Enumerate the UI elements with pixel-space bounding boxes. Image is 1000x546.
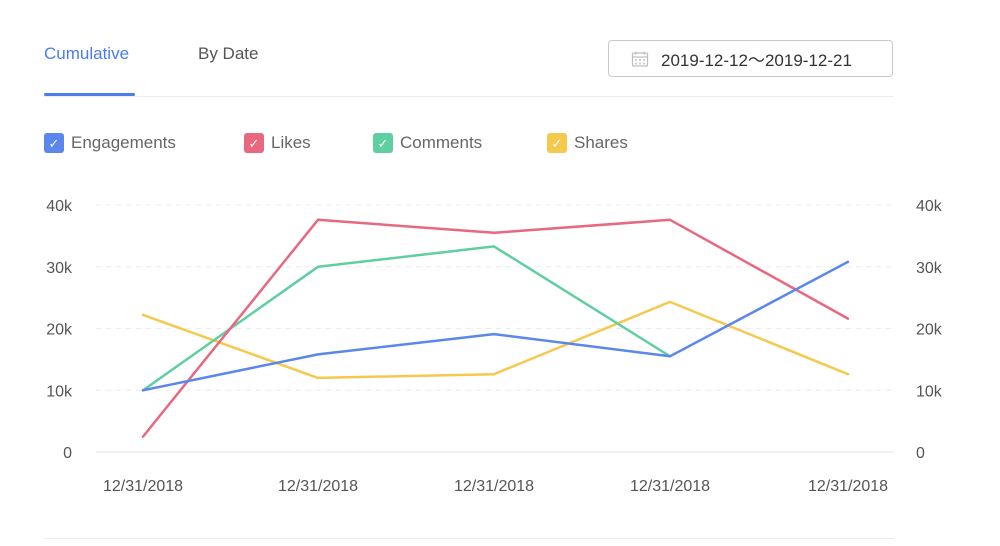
series-line-engagements xyxy=(141,260,850,392)
bottom-divider xyxy=(44,538,894,539)
active-tab-indicator xyxy=(44,93,135,96)
legend-item-engagements[interactable]: ✓ Engagements xyxy=(44,133,244,153)
legend-label: Shares xyxy=(574,133,628,152)
y-tick-label-right: 10k xyxy=(916,383,943,400)
y-tick-label-right: 20k xyxy=(916,322,943,339)
series-line-shares xyxy=(141,300,850,380)
y-tick-label-left: 40k xyxy=(46,198,73,215)
checkbox-checked-icon[interactable]: ✓ xyxy=(44,133,64,153)
y-tick-label-right: 30k xyxy=(916,260,943,277)
legend-label: Likes xyxy=(271,133,311,152)
checkbox-checked-icon[interactable]: ✓ xyxy=(244,133,264,153)
calendar-icon xyxy=(631,51,649,67)
checkbox-checked-icon[interactable]: ✓ xyxy=(547,133,567,153)
y-tick-label-left: 10k xyxy=(46,383,73,400)
tabs-divider xyxy=(44,96,894,97)
y-tick-label-right: 40k xyxy=(916,198,943,215)
x-tick-label: 12/31/2018 xyxy=(103,478,183,495)
tab-cumulative[interactable]: Cumulative xyxy=(44,44,130,63)
checkbox-checked-icon[interactable]: ✓ xyxy=(373,133,393,153)
date-range-picker[interactable]: 2019-12-12～2019-12-21 xyxy=(608,40,893,77)
legend-item-shares[interactable]: ✓ Shares xyxy=(547,133,628,153)
legend-label: Engagements xyxy=(71,133,176,152)
y-tick-label-left: 0 xyxy=(63,445,72,462)
chart-legend: ✓ Engagements ✓ Likes ✓ Comments ✓ Shares xyxy=(44,133,628,153)
tab-bar: Cumulative By Date xyxy=(44,44,258,64)
y-tick-label-left: 30k xyxy=(46,260,73,277)
series-line-comments xyxy=(141,245,672,392)
x-tick-label: 12/31/2018 xyxy=(278,478,358,495)
legend-item-likes[interactable]: ✓ Likes xyxy=(244,133,373,153)
x-tick-label: 12/31/2018 xyxy=(808,478,888,495)
date-range-text: 2019-12-12～2019-12-21 xyxy=(661,51,852,70)
legend-label: Comments xyxy=(400,133,483,152)
x-tick-label: 12/31/2018 xyxy=(454,478,534,495)
x-tick-label: 12/31/2018 xyxy=(630,478,710,495)
series-line-likes xyxy=(141,218,850,438)
tab-by-date[interactable]: By Date xyxy=(198,44,259,63)
y-tick-label-left: 20k xyxy=(46,322,73,339)
y-tick-label-right: 0 xyxy=(916,445,925,462)
legend-item-comments[interactable]: ✓ Comments xyxy=(373,133,547,153)
